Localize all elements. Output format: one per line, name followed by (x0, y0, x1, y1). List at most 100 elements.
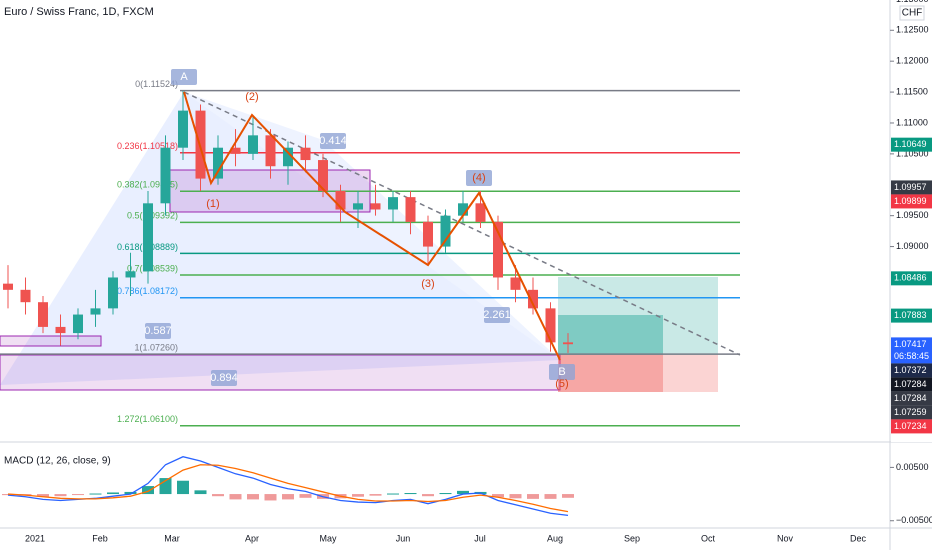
candle-body (213, 147, 223, 179)
macd-histogram-bar (142, 486, 154, 495)
macd-title: MACD (12, 26, close, 9) (4, 456, 111, 467)
macd-histogram-bar (404, 493, 417, 495)
macd-histogram-bar (492, 494, 504, 498)
currency-badge (899, 5, 925, 21)
price-tag (891, 391, 932, 406)
price-tag-label: 1.09957 (894, 182, 927, 192)
x-tick-label: 2021 (25, 533, 45, 543)
price-tag-label: 1.07372 (894, 365, 927, 375)
candle-body (528, 289, 538, 309)
x-tick-label: Aug (547, 533, 563, 543)
axes: 1.13000 1.12500 1.12000 1.11500 1.11000 1.105… (25, 0, 932, 543)
candle-body (300, 147, 311, 161)
x-tick-label: Feb (92, 533, 108, 543)
y-tick-label: 1.12000 (896, 56, 929, 66)
candle-body (475, 203, 486, 222)
wave-label: 2.261 (483, 309, 511, 321)
macd-histogram-bar (72, 494, 84, 496)
price-tag (891, 308, 932, 323)
price-tag (891, 419, 932, 434)
wave-label: A (180, 71, 188, 83)
candle-body (423, 221, 433, 247)
macd-histogram-bar (439, 493, 452, 495)
price-tag-label: 1.07284 (894, 393, 927, 403)
wave-badge (145, 323, 171, 339)
candle-body (143, 203, 153, 272)
price-tag (891, 405, 932, 420)
candle-body (3, 283, 13, 290)
candle-body (283, 147, 293, 167)
candle-body (335, 190, 346, 210)
wave-badge (549, 364, 575, 380)
harmonic-pattern (184, 92, 560, 360)
wave-label: 0.414 (319, 135, 347, 147)
macd-y-tick-label: 0.00500 (896, 462, 929, 472)
macd-histogram-bar (194, 490, 207, 495)
candle-body (125, 271, 136, 278)
x-tick-label: Mar (164, 533, 180, 543)
x-tick-label: Jul (474, 533, 486, 543)
macd-histogram-bar (124, 491, 137, 495)
x-tick-label: Apr (245, 533, 259, 543)
candles (3, 90, 573, 353)
wave-label: 0.894 (210, 372, 238, 384)
macd-histogram-bar (247, 494, 259, 500)
candle-body (90, 308, 101, 315)
candle-body (353, 203, 363, 210)
wave-label: 0.587 (144, 325, 172, 337)
wave-badge (171, 69, 197, 85)
candle-body (458, 203, 468, 216)
wave-label: (1) (206, 198, 219, 210)
x-tick-label: Jun (396, 533, 411, 543)
wave-badge (466, 170, 492, 186)
macd-histogram-bar (282, 494, 294, 500)
macd-histogram-bar (509, 494, 522, 499)
x-tick-label: Oct (701, 533, 716, 543)
price-tag-label: 1.08486 (894, 273, 927, 283)
macd-histogram-bar (562, 494, 574, 498)
candle-body (38, 302, 48, 327)
candle-body (440, 215, 451, 247)
y-tick-label: 1.11500 (896, 86, 928, 96)
fib-label: 0.236(1.10518) (117, 141, 178, 151)
price-tag-label: 1.07234 (894, 421, 927, 431)
x-tick-label: Sep (624, 533, 640, 543)
candle-body (545, 308, 556, 343)
candle-body (563, 342, 573, 345)
price-tag (891, 137, 932, 152)
currency: CHF (902, 8, 923, 19)
macd-histogram-bar (422, 494, 434, 497)
candle-body (388, 197, 398, 210)
candle-body (248, 135, 258, 154)
candle-body (493, 221, 503, 278)
stop-zone (558, 355, 718, 392)
wave-label: (4) (472, 172, 485, 184)
countdown: 06:58:45 (894, 351, 929, 361)
price-tag-label: 1.10649 (894, 139, 927, 149)
macd-histogram-bar (299, 494, 312, 498)
price-tag (891, 180, 932, 195)
zone-box (0, 335, 102, 347)
wave-label: (3) (421, 278, 434, 290)
target-zone (558, 277, 718, 355)
y-tick-label: 1.11000 (896, 117, 928, 127)
candle-body (318, 160, 328, 191)
macd-histogram-bar (177, 480, 189, 495)
wave-badge (320, 133, 346, 149)
fib-label: 0.786(1.08172) (117, 286, 178, 296)
macd-histogram-bar (89, 493, 102, 495)
x-tick-label: May (319, 533, 337, 543)
candle-body (73, 314, 83, 334)
y-tick-label: 1.10500 (896, 148, 929, 158)
macd-histogram-bar (544, 494, 557, 499)
signal-line (7, 464, 569, 513)
macd-histogram-bar (107, 492, 119, 495)
macd-histogram-bar (212, 494, 224, 497)
price-tag (891, 194, 932, 209)
y-tick-label: 1.12500 (896, 25, 929, 35)
macd-histogram-bar (352, 494, 364, 497)
wave-label: (2) (245, 91, 258, 103)
x-tick-label: Dec (850, 533, 867, 543)
macd-pane (2, 456, 574, 517)
